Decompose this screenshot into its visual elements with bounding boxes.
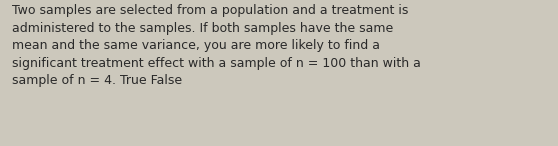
Text: Two samples are selected from a population and a treatment is
administered to th: Two samples are selected from a populati… — [12, 4, 421, 87]
